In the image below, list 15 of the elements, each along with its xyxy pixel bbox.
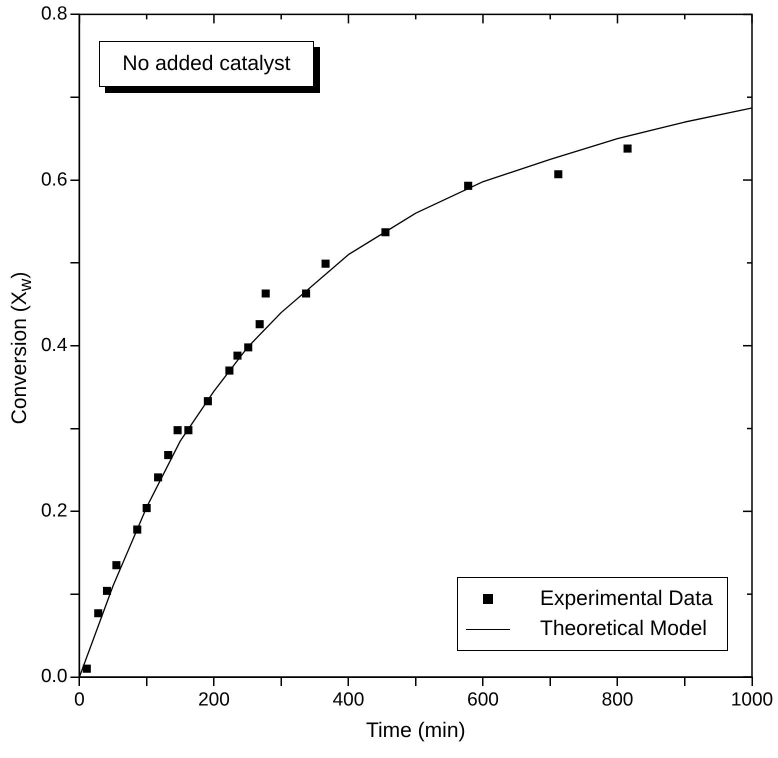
annotation: No added catalyst [99, 41, 314, 88]
y-tick-label: 0.6 [40, 169, 68, 190]
x-tick-label: 400 [332, 690, 364, 711]
y-tick-label: 0.0 [40, 666, 68, 688]
x-axis-title: Time (min) [366, 719, 466, 742]
legend-label: Experimental Data [540, 587, 713, 611]
x-tick-label: 0 [74, 690, 85, 711]
y-tick-label: 0.4 [40, 334, 68, 356]
x-tick-label: 600 [467, 690, 499, 711]
x-tick-label: 1000 [730, 690, 774, 711]
x-tick-label: 200 [198, 690, 230, 711]
y-tick-label: 0.8 [40, 4, 68, 25]
y-tick-label: 0.2 [40, 500, 68, 522]
legend-label: Theoretical Model [540, 617, 707, 641]
x-tick-label: 800 [602, 690, 634, 711]
